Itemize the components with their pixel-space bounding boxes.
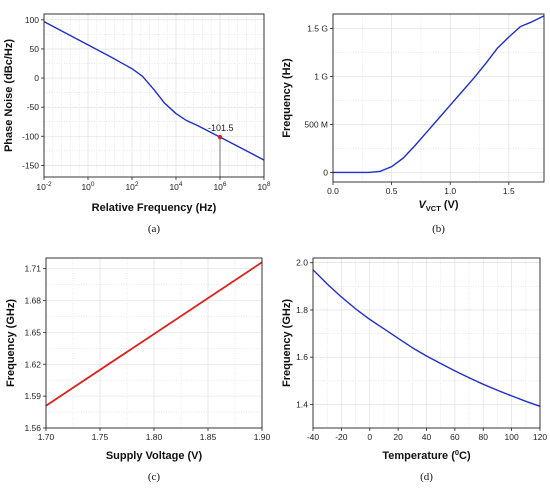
gridlines xyxy=(43,14,265,177)
x-tick-label: 0.5 xyxy=(386,186,398,196)
y-tick-label: 1.65 xyxy=(24,327,41,337)
x-tick-label: 1.5 xyxy=(503,186,515,196)
x-tick-label: 108 xyxy=(257,181,270,192)
x-tick-label: 1.90 xyxy=(254,432,271,442)
x-tick-label: 120 xyxy=(533,432,547,442)
x-axis-label: Relative Frequency (Hz) xyxy=(92,202,217,214)
x-axis-label: Supply Voltage (V) xyxy=(106,450,203,462)
panel-d-frequency-vs-temperature-chart: -40 -20 0 20 40 60 80 100 120 1.4 1.6 1.8 2.0 Tempera… xyxy=(281,257,547,483)
y-axis-label: Frequency (GHz) xyxy=(281,299,293,387)
y-tick-label: 0 xyxy=(34,73,39,83)
series-line xyxy=(43,20,265,161)
y-tick-label: 0 xyxy=(323,167,328,177)
x-tick-label: -40 xyxy=(307,432,320,442)
marker-label: -101.5 xyxy=(208,123,234,133)
panel-caption: (b) xyxy=(432,223,445,235)
y-tick-label: 1.8 xyxy=(296,305,308,315)
plot-frame xyxy=(43,13,265,178)
x-tick-label: 100 xyxy=(505,432,519,442)
x-tick-label: 102 xyxy=(125,181,138,192)
y-tick-label: 1 G xyxy=(314,71,328,81)
y-tick-label: 1.6 xyxy=(296,352,308,362)
y-tick-label: 1.71 xyxy=(24,264,41,274)
y-tick-label: 50 xyxy=(30,44,40,54)
plot-frame xyxy=(332,13,545,183)
x-tick-label: 104 xyxy=(169,181,182,192)
panel-c-frequency-vs-supply-voltage-chart: 1.70 1.75 1.80 1.85 1.90 1.56 1.59 1.62 1.65 1.68… xyxy=(5,257,271,483)
x-tick-label: 1.85 xyxy=(200,432,217,442)
y-tick-label: 1.62 xyxy=(24,359,41,369)
y-tick-label: -50 xyxy=(27,102,40,112)
y-tick-label: -150 xyxy=(22,160,39,170)
x-axis-label: VVCT (V) xyxy=(418,199,458,213)
x-tick-label: 10-2 xyxy=(36,181,52,192)
y-axis-label: Frequency (Hz) xyxy=(281,58,293,138)
y-tick-label: -100 xyxy=(22,131,39,141)
x-tick-label: 60 xyxy=(450,432,460,442)
y-axis-label: Phase Noise (dBc/Hz) xyxy=(3,39,15,152)
x-tick-label: 100 xyxy=(81,181,94,192)
y-tick-label: 1.5 G xyxy=(307,23,328,33)
y-tick-label: 500 M xyxy=(304,119,328,129)
x-tick-label: 1.75 xyxy=(92,432,109,442)
panel-a-phase-noise-chart: -101.5 10-2 100 102 104 106 108 100 50 0 -50 -100 -1… xyxy=(3,13,271,235)
y-tick-label: 100 xyxy=(25,15,39,25)
x-tick-label: 40 xyxy=(422,432,432,442)
y-tick-label: 1.56 xyxy=(24,423,41,433)
plot-area xyxy=(333,14,544,182)
y-tick-label: 1.4 xyxy=(296,399,308,409)
panel-caption: (a) xyxy=(148,223,161,235)
marker-point xyxy=(217,134,223,140)
x-tick-label: 1.80 xyxy=(146,432,163,442)
y-tick-label: 2.0 xyxy=(296,258,308,268)
x-tick-label: 1.70 xyxy=(38,432,55,442)
y-tick-label: 1.68 xyxy=(24,296,41,306)
x-tick-label: 0 xyxy=(367,432,372,442)
panel-caption: (c) xyxy=(148,471,161,483)
x-tick-label: 80 xyxy=(479,432,489,442)
panel-b-frequency-vs-vvct-chart: 0.0 0.5 1.0 1.5 0 500 M 1 G 1.5 G VVCT (V) Freque… xyxy=(281,13,545,235)
x-axis-label: Temperature (0C) xyxy=(382,448,471,462)
series-line xyxy=(45,261,263,407)
x-tick-label: -20 xyxy=(335,432,348,442)
gridlines xyxy=(312,258,541,428)
series-line xyxy=(312,269,541,407)
x-tick-label: 1.0 xyxy=(444,186,456,196)
x-tick-label: 20 xyxy=(393,432,403,442)
x-tick-label: 0.0 xyxy=(327,186,339,196)
series-line xyxy=(333,15,545,174)
y-axis-label: Frequency (GHz) xyxy=(5,299,17,387)
x-tick-label: 106 xyxy=(213,181,226,192)
panel-caption: (d) xyxy=(420,471,433,483)
y-tick-label: 1.59 xyxy=(24,391,41,401)
